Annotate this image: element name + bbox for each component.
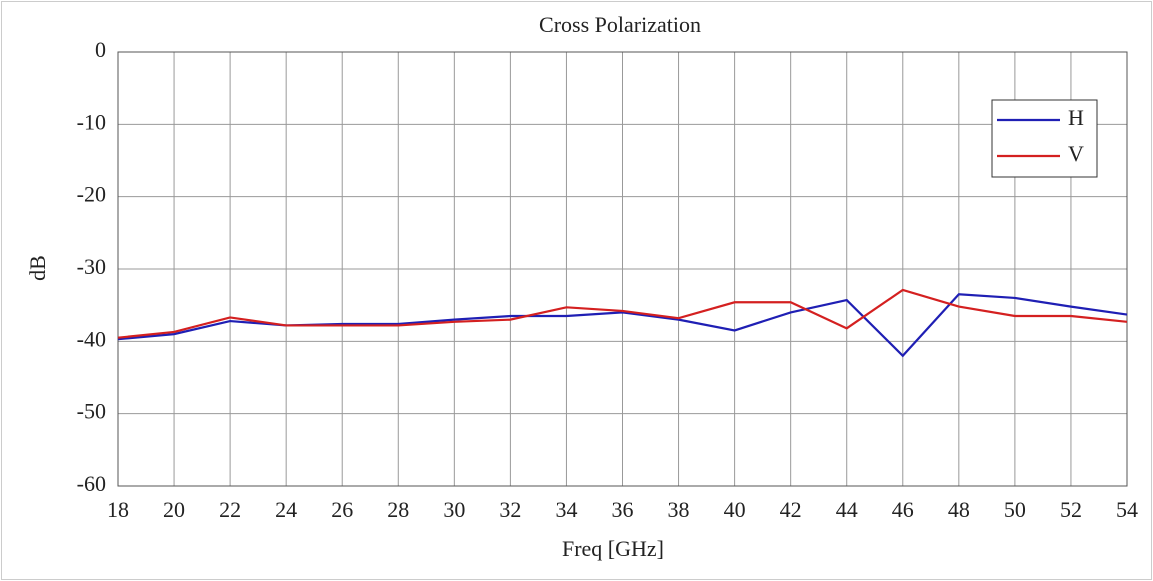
- x-tick-label: 54: [1116, 497, 1138, 522]
- x-tick-label: 34: [555, 497, 577, 522]
- y-tick-label: -30: [77, 254, 106, 279]
- x-tick-label: 46: [892, 497, 914, 522]
- x-tick-label: 18: [107, 497, 129, 522]
- x-tick-label: 42: [780, 497, 802, 522]
- x-tick-label: 28: [387, 497, 409, 522]
- x-tick-label: 44: [836, 497, 858, 522]
- y-tick-label: -50: [77, 399, 106, 424]
- x-tick-label: 32: [499, 497, 521, 522]
- y-tick-label: 0: [95, 37, 106, 62]
- x-axis-label: Freq [GHz]: [562, 536, 664, 561]
- x-tick-label: 20: [163, 497, 185, 522]
- legend-label: V: [1068, 141, 1084, 166]
- x-tick-label: 24: [275, 497, 297, 522]
- legend-box: [991, 99, 1098, 178]
- x-tick-label: 48: [948, 497, 970, 522]
- x-tick-label: 30: [443, 497, 465, 522]
- x-tick-label: 52: [1060, 497, 1082, 522]
- legend-label: H: [1068, 105, 1084, 130]
- x-tick-label: 40: [724, 497, 746, 522]
- plot-border: [117, 51, 1128, 487]
- x-tick-label: 36: [612, 497, 634, 522]
- series-line: [117, 288, 1128, 339]
- y-tick-label: -20: [77, 182, 106, 207]
- x-tick-label: 26: [331, 497, 353, 522]
- y-axis-label: dB: [25, 255, 50, 281]
- x-tick-label: 38: [668, 497, 690, 522]
- y-tick-label: -60: [77, 471, 106, 496]
- y-tick-label: -40: [77, 326, 106, 351]
- x-tick-label: 22: [219, 497, 241, 522]
- y-tick-label: -10: [77, 109, 106, 134]
- x-tick-label: 50: [1004, 497, 1026, 522]
- chart-title: Cross Polarization: [539, 12, 701, 37]
